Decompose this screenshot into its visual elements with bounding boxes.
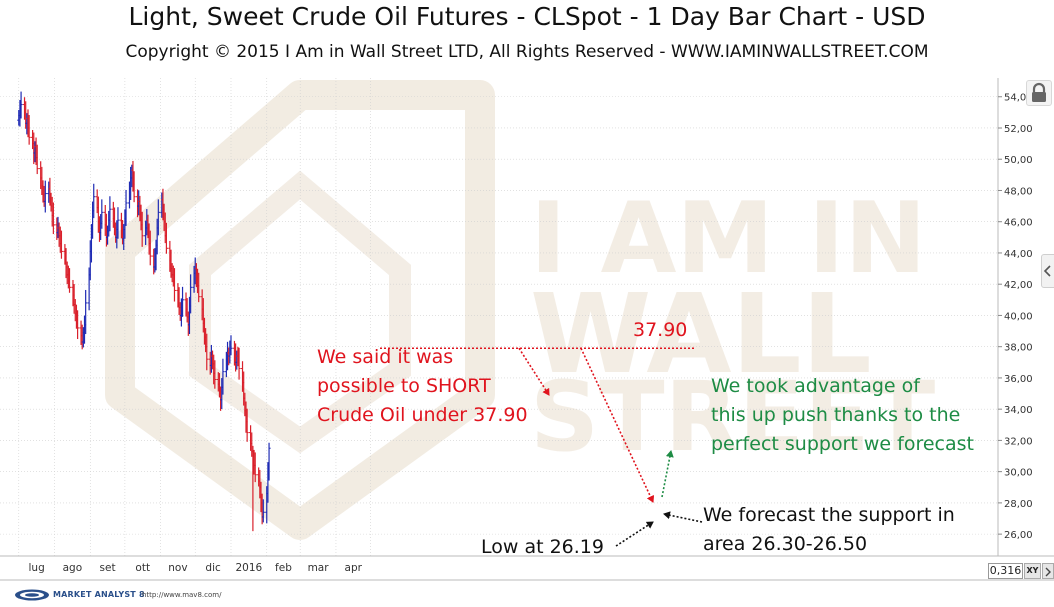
ohlc-bar	[180, 286, 185, 317]
watermark-hexagon	[105, 80, 495, 540]
ohlc-bar	[108, 196, 112, 232]
x-tick-label: set	[100, 562, 116, 574]
market-analyst-logo-icon	[15, 589, 49, 601]
chevron-right-icon	[1045, 567, 1051, 577]
chart-title: Light, Sweet Crude Oil Futures - CLSpot …	[128, 2, 926, 31]
ohlc-bar	[43, 180, 47, 213]
annotation-support-line-1: We forecast the support in	[703, 504, 955, 526]
y-tick-label: 36,00	[1004, 374, 1033, 385]
price-bars	[17, 91, 271, 532]
x-tick-label: apr	[345, 562, 363, 574]
watermark-text-line: I AM IN	[530, 182, 927, 296]
ohlc-bar	[164, 222, 169, 254]
lock-icon	[1032, 82, 1046, 102]
x-tick-label: nov	[168, 562, 187, 574]
annotation-support-line-2: area 26.30-26.50	[703, 533, 868, 555]
x-tick-label: 2016	[236, 562, 263, 574]
ohlc-bar	[267, 442, 271, 481]
chart-background	[0, 78, 1054, 580]
chevron-left-icon	[1043, 265, 1051, 277]
low-arrow	[615, 521, 654, 547]
y-tick-label: 42,00	[1004, 280, 1033, 291]
ohlc-bar	[67, 268, 72, 293]
ohlc-bar	[237, 347, 241, 380]
watermark-logo: I AM INWALLSTREET	[105, 80, 935, 540]
x-tick-label: ago	[63, 562, 83, 574]
xy-toggle-button[interactable]: XY	[1024, 563, 1041, 579]
annotation-short-call-line-1: We said it was	[317, 346, 454, 368]
watermark-text-line: STREET	[530, 361, 935, 473]
ohlc-bar	[229, 335, 233, 356]
x-tick-label: ott	[135, 562, 150, 574]
chart-grid	[0, 78, 998, 556]
y-tick-label: 46,00	[1004, 218, 1033, 229]
support-arrow	[663, 511, 703, 523]
ohlc-bar	[116, 207, 120, 239]
zoom-value-field[interactable]: 0,316	[988, 563, 1023, 579]
ohlc-bar	[205, 333, 209, 371]
y-tick-label: 48,00	[1004, 186, 1033, 197]
ohlc-bar	[221, 358, 225, 395]
y-tick-label: 40,00	[1004, 311, 1033, 322]
ohlc-bar	[213, 360, 217, 389]
ohlc-bar	[245, 408, 249, 442]
y-tick-label: 54,00	[1004, 93, 1033, 104]
annotation-resistance-value: 37.90	[633, 319, 688, 341]
y-tick-label: 26,00	[1004, 530, 1033, 541]
lock-button[interactable]	[1026, 80, 1052, 106]
annotation-short-call-line-3: Crude Oil under 37.90	[317, 404, 528, 426]
ohlc-bar	[156, 199, 160, 236]
ohlc-bar	[84, 289, 88, 335]
annotation-bounce-line-1: We took advantage of	[711, 375, 920, 397]
chart-annotations	[380, 347, 703, 547]
ohlc-bar	[189, 274, 193, 314]
ohlc-bar	[51, 202, 55, 235]
chart-subtitle: Copyright © 2015 I Am in Wall Street LTD…	[125, 42, 929, 62]
ohlc-bar	[148, 230, 152, 266]
side-panel-toggle[interactable]	[1041, 254, 1054, 288]
annotation-short-call-line-2: possible to SHORT	[317, 375, 491, 397]
annotation-bounce-line-2: this up push thanks to the	[711, 404, 961, 426]
y-tick-label: 32,00	[1004, 436, 1033, 447]
annotation-bounce-line-3: perfect support we forecast	[711, 433, 974, 455]
ohlc-bar	[261, 499, 265, 523]
ohlc-bar	[124, 190, 128, 226]
ohlc-bar	[92, 183, 96, 219]
annotation-low-label: Low at 26.19	[481, 536, 604, 558]
ohlc-bar	[140, 211, 144, 247]
ohlc-bar	[197, 272, 201, 303]
y-tick-label: 38,00	[1004, 343, 1033, 354]
x-tick-label: dic	[205, 562, 221, 574]
y-tick-label: 44,00	[1004, 249, 1033, 260]
ohlc-bar	[35, 144, 39, 175]
watermark-inner-shape	[189, 170, 411, 454]
y-tick-label: 30,00	[1004, 468, 1033, 479]
watermark-text-line: WALL	[530, 270, 872, 398]
scroll-right-button[interactable]	[1042, 563, 1054, 579]
y-tick-label: 34,00	[1004, 405, 1033, 416]
x-axis: lug ago set ott nov dic 2016 feb mar apr	[0, 555, 1054, 581]
footer-brand: MARKET ANALYST 8	[53, 590, 145, 599]
ohlc-bar	[253, 452, 257, 483]
short-arrow-1	[518, 347, 550, 396]
footer-url[interactable]: http://www.mav8.com/	[142, 591, 222, 599]
y-axis: 26,00 28,00 30,00 32,00 34,00 36,00 38,00 40,00…	[997, 78, 1033, 556]
x-tick-label: mar	[308, 562, 330, 574]
y-tick-label: 28,00	[1004, 499, 1033, 510]
x-tick-label: feb	[275, 562, 292, 574]
ohlc-bar	[132, 171, 136, 203]
ohlc-bar	[100, 199, 104, 229]
ohlc-bar	[19, 91, 23, 119]
ohlc-bar	[59, 230, 64, 259]
y-tick-label: 52,00	[1004, 124, 1033, 135]
ohlc-bar	[27, 115, 31, 145]
ohlc-bar	[172, 268, 177, 302]
short-arrow-2	[580, 347, 655, 503]
y-tick-label: 50,00	[1004, 155, 1033, 166]
ohlc-bar	[75, 310, 80, 340]
x-tick-label: lug	[29, 562, 45, 574]
